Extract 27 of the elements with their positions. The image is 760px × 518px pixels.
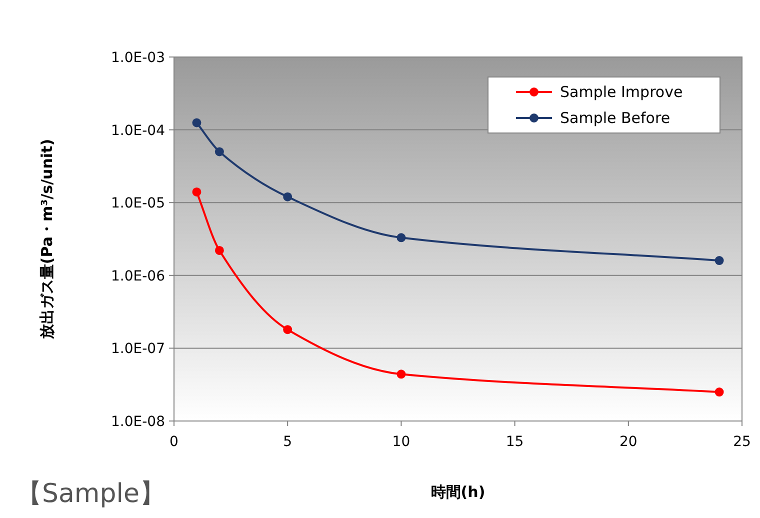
y-tick-label: 1.0E-03: [111, 50, 165, 66]
y-tick-label: 1.0E-04: [111, 122, 166, 139]
y-tick-label: 1.0E-05: [111, 196, 165, 212]
point: [283, 325, 292, 334]
point: [283, 192, 292, 202]
x-tick-label: 5: [283, 434, 292, 450]
x-tick-label: 10: [392, 434, 410, 450]
point: [214, 246, 224, 255]
x-tick-label: 25: [733, 434, 751, 450]
y-axis-title: 放出ガス量(Pa・m³/s/unit): [38, 138, 56, 340]
legend-label: Sample Before: [560, 109, 670, 127]
point: [192, 187, 202, 196]
y-tick-label: 1.0E-08: [111, 414, 165, 430]
y-tick-label: 1.0E-07: [111, 341, 165, 358]
legend-label: Sample Improve: [560, 83, 683, 101]
point: [714, 388, 724, 397]
x-tick-label: 0: [170, 434, 178, 450]
x-tick-label: 15: [506, 434, 524, 450]
x-axis-title: 時間(h): [430, 483, 486, 501]
point: [396, 233, 406, 242]
point: [396, 370, 406, 379]
y-tick-label: 1.0E-06: [111, 268, 166, 284]
point: [714, 256, 724, 266]
x-tick-label: 20: [619, 434, 638, 450]
point: [214, 147, 224, 156]
text: 【Sample】: [16, 479, 166, 509]
point: [192, 118, 202, 128]
